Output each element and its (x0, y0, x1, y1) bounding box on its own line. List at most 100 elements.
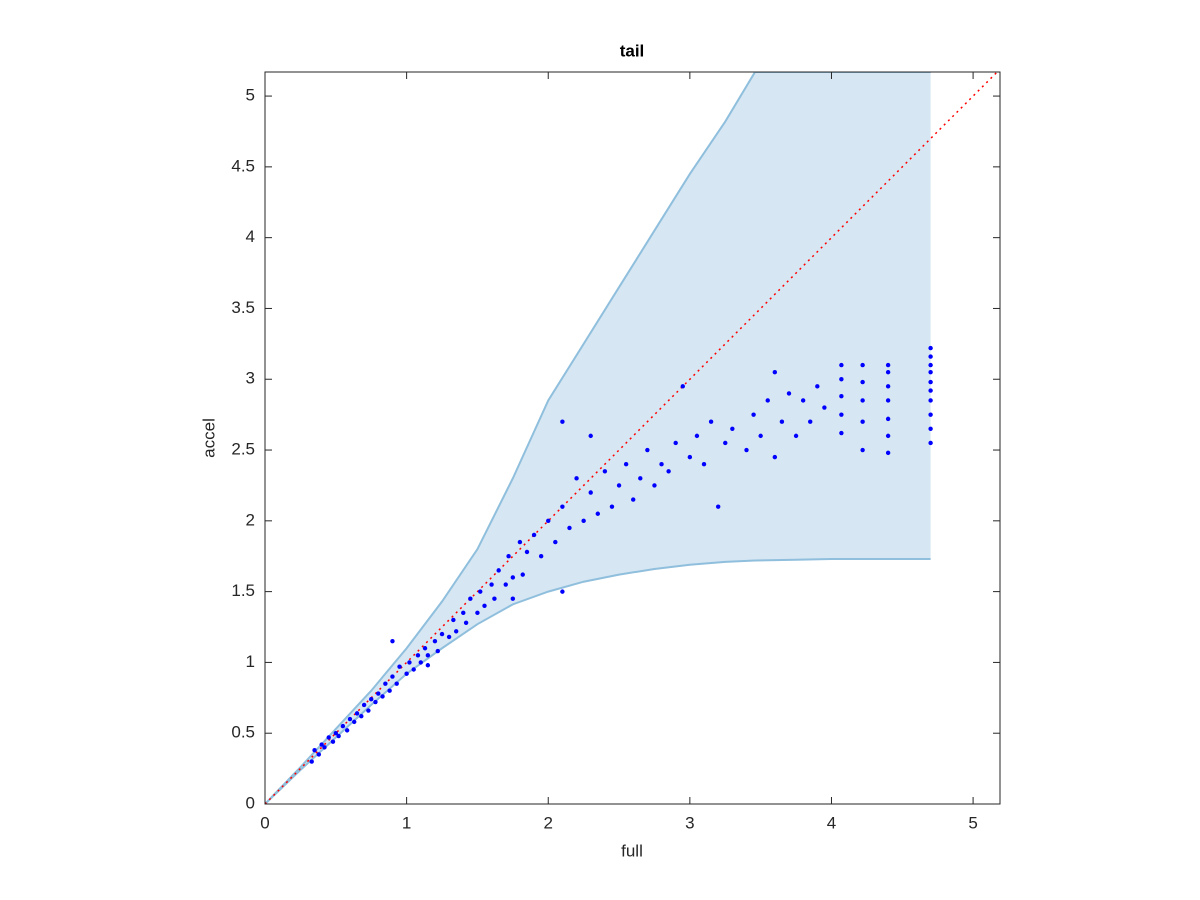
data-point (352, 719, 357, 725)
data-point (928, 426, 933, 431)
y-tick-label: 2 (246, 510, 255, 529)
axes-box (264, 71, 1001, 805)
data-point (336, 733, 341, 739)
data-point (510, 575, 516, 580)
data-point (839, 412, 844, 417)
data-point (468, 596, 473, 601)
data-point (723, 440, 728, 446)
data-point (510, 596, 516, 601)
data-point (453, 629, 459, 634)
data-point (822, 405, 827, 410)
x-tick-label: 2 (544, 813, 553, 832)
data-point (361, 702, 367, 708)
data-point (422, 646, 428, 651)
data-point (432, 638, 438, 644)
data-point (461, 610, 466, 616)
data-point (588, 433, 593, 439)
data-point (309, 759, 314, 764)
data-point (786, 391, 792, 396)
data-point (340, 723, 346, 729)
data-point (860, 379, 865, 385)
data-point (312, 747, 317, 753)
data-point (928, 345, 933, 351)
data-point (404, 671, 409, 676)
x-tick-label: 5 (968, 813, 977, 832)
data-point (694, 433, 700, 439)
data-point (390, 674, 395, 679)
data-point (839, 430, 844, 436)
data-point (397, 664, 402, 669)
data-point (376, 691, 381, 696)
data-point (463, 620, 469, 625)
data-point (860, 398, 865, 403)
data-point (730, 426, 735, 431)
data-point (330, 739, 336, 744)
y-tick-label: 4 (246, 227, 255, 246)
data-point (366, 708, 371, 713)
data-point (680, 384, 685, 389)
data-point (489, 582, 494, 587)
data-point (885, 450, 891, 456)
data-point (666, 469, 671, 474)
data-point (326, 735, 331, 740)
chart-title: tail (620, 41, 645, 60)
data-point (383, 681, 388, 686)
data-point (765, 398, 770, 403)
data-point (779, 419, 785, 424)
data-point (808, 419, 813, 424)
y-tick-label: 5 (246, 86, 255, 105)
data-point (623, 461, 629, 467)
y-tick-label: 4.5 (231, 156, 255, 175)
data-point (319, 742, 324, 747)
data-point (885, 384, 891, 389)
data-point (415, 653, 421, 658)
x-tick-label: 0 (260, 813, 269, 832)
x-tick-label: 1 (402, 813, 411, 832)
data-point (482, 603, 487, 608)
y-axis-label: accel (199, 418, 218, 458)
data-point (645, 447, 650, 453)
data-point (815, 384, 820, 389)
data-point (772, 369, 778, 375)
data-point (793, 433, 799, 439)
data-point (928, 440, 933, 446)
data-point (373, 699, 378, 705)
data-point (659, 461, 664, 467)
data-point (839, 377, 844, 382)
data-point (885, 398, 891, 403)
data-point (885, 369, 891, 375)
data-point (715, 504, 721, 509)
y-tick-label: 0.5 (231, 723, 255, 742)
data-point (928, 398, 933, 403)
x-axis-label: full (621, 841, 643, 860)
data-point (387, 688, 392, 693)
y-tick-label: 2.5 (231, 440, 255, 459)
data-point (673, 440, 678, 446)
data-point (506, 554, 511, 559)
data-point (524, 549, 530, 555)
data-point (531, 532, 537, 538)
data-point (744, 447, 749, 453)
x-tick-label: 3 (685, 813, 694, 832)
data-point (701, 461, 707, 467)
y-tick-label: 0 (246, 793, 255, 812)
data-point (800, 398, 806, 403)
data-point (475, 610, 480, 616)
data-point (928, 354, 933, 359)
data-point (758, 433, 763, 439)
data-point (546, 518, 551, 524)
data-point (503, 582, 508, 587)
data-point (369, 697, 374, 702)
data-point (860, 419, 865, 424)
data-point (435, 648, 440, 654)
band-lower-edge (264, 558, 931, 805)
data-point (602, 469, 608, 474)
data-point (574, 476, 579, 481)
data-point (772, 454, 778, 460)
data-point (560, 419, 565, 424)
data-point (322, 745, 327, 750)
data-point (928, 412, 933, 417)
data-point (928, 369, 933, 375)
data-point (359, 714, 364, 719)
